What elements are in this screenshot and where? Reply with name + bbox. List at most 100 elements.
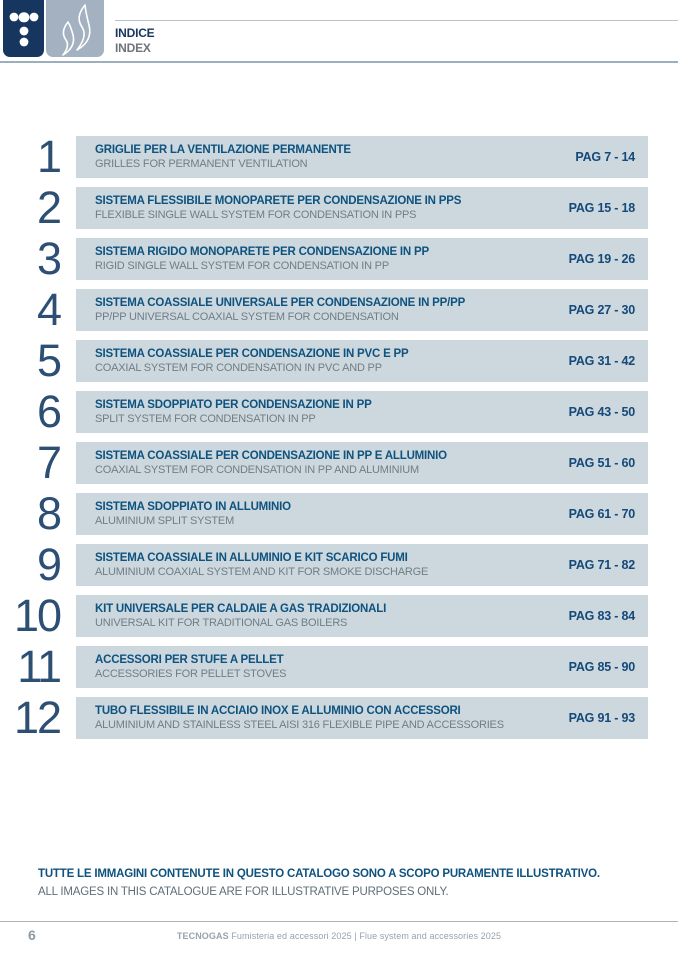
entry-page-range: PAG 19 - 26: [568, 252, 636, 266]
entry-titles: TUBO FLESSIBILE IN ACCIAIO INOX E ALLUMI…: [76, 704, 569, 732]
entry-titles: SISTEMA COASSIALE PER CONDENSAZIONE IN P…: [76, 347, 569, 375]
entry-title-italian: SISTEMA COASSIALE IN ALLUMINIO E KIT SCA…: [95, 552, 408, 564]
entry-title-english: RIGID SINGLE WALL SYSTEM FOR CONDENSATIO…: [95, 260, 389, 272]
index-entry[interactable]: SISTEMA SDOPPIATO PER CONDENSAZIONE IN P…: [76, 391, 648, 433]
entry-title-italian: GRIGLIE PER LA VENTILAZIONE PERMANENTE: [95, 144, 351, 156]
index-row: 8 SISTEMA SDOPPIATO IN ALLUMINIO ALUMINI…: [0, 488, 678, 539]
disclaimer: TUTTE LE IMMAGINI CONTENUTE IN QUESTO CA…: [38, 866, 600, 900]
entry-title-italian: SISTEMA RIGIDO MONOPARETE PER CONDENSAZI…: [95, 246, 429, 258]
chapter-number: 12: [13, 692, 62, 743]
index-entry[interactable]: SISTEMA FLESSIBILE MONOPARETE PER CONDEN…: [76, 187, 648, 229]
index-entry[interactable]: TUBO FLESSIBILE IN ACCIAIO INOX E ALLUMI…: [76, 697, 648, 739]
index-entry[interactable]: SISTEMA COASSIALE IN ALLUMINIO E KIT SCA…: [76, 544, 648, 586]
page-number: 6: [28, 927, 36, 943]
index-row: 2 SISTEMA FLESSIBILE MONOPARETE PER COND…: [0, 182, 678, 233]
entry-page-range: PAG 43 - 50: [568, 405, 636, 419]
index-row: 1 GRIGLIE PER LA VENTILAZIONE PERMANENTE…: [0, 131, 678, 182]
header-top-rule: [115, 20, 678, 21]
index-entry[interactable]: SISTEMA SDOPPIATO IN ALLUMINIO ALUMINIUM…: [76, 493, 648, 535]
index-row: 4 SISTEMA COASSIALE UNIVERSALE PER CONDE…: [0, 284, 678, 335]
chapter-number: 4: [36, 284, 62, 335]
entry-page-range: PAG 27 - 30: [568, 303, 636, 317]
entry-title-italian: SISTEMA COASSIALE PER CONDENSAZIONE IN P…: [95, 348, 409, 360]
footer-caption: TECNOGAS Fumisteria ed accessori 2025 | …: [0, 931, 678, 941]
index-entry[interactable]: SISTEMA RIGIDO MONOPARETE PER CONDENSAZI…: [76, 238, 648, 280]
entry-title-english: ALUMINIUM AND STAINLESS STEEL AISI 316 F…: [95, 719, 504, 731]
index-entry[interactable]: GRIGLIE PER LA VENTILAZIONE PERMANENTE G…: [76, 136, 648, 178]
index-row: 6 SISTEMA SDOPPIATO PER CONDENSAZIONE IN…: [0, 386, 678, 437]
index-row: 12 TUBO FLESSIBILE IN ACCIAIO INOX E ALL…: [0, 692, 678, 743]
index-list: 1 GRIGLIE PER LA VENTILAZIONE PERMANENTE…: [0, 131, 678, 748]
entry-title-english: ALUMINIUM COAXIAL SYSTEM AND KIT FOR SMO…: [95, 566, 429, 578]
entry-titles: SISTEMA COASSIALE UNIVERSALE PER CONDENS…: [76, 296, 569, 324]
header-divider: [0, 61, 678, 63]
chapter-number: 10: [13, 590, 62, 641]
chapter-number: 3: [36, 233, 62, 284]
index-row: 5 SISTEMA COASSIALE PER CONDENSAZIONE IN…: [0, 335, 678, 386]
entry-title-italian: ACCESSORI PER STUFE A PELLET: [95, 654, 284, 666]
entry-title-english: ALUMINIUM SPLIT SYSTEM: [95, 515, 235, 527]
chapter-number: 1: [36, 131, 62, 182]
entry-page-range: PAG 83 - 84: [568, 609, 636, 623]
page-title-italian: INDICE: [115, 26, 155, 40]
smoke-flue-icon: [46, 0, 104, 57]
chapter-number: 11: [17, 641, 62, 692]
index-row: 11 ACCESSORI PER STUFE A PELLET ACCESSOR…: [0, 641, 678, 692]
index-entry[interactable]: KIT UNIVERSALE PER CALDAIE A GAS TRADIZI…: [76, 595, 648, 637]
entry-titles: GRIGLIE PER LA VENTILAZIONE PERMANENTE G…: [76, 143, 575, 171]
entry-title-english: COAXIAL SYSTEM FOR CONDENSATION IN PVC A…: [95, 362, 382, 374]
entry-page-range: PAG 31 - 42: [568, 354, 636, 368]
index-entry[interactable]: SISTEMA COASSIALE PER CONDENSAZIONE IN P…: [76, 340, 648, 382]
chapter-number: 7: [36, 437, 62, 488]
index-entry[interactable]: ACCESSORI PER STUFE A PELLET ACCESSORIES…: [76, 646, 648, 688]
entry-title-english: SPLIT SYSTEM FOR CONDENSATION IN PP: [95, 413, 316, 425]
flue-logo: [46, 0, 104, 57]
chapter-number: 2: [36, 182, 62, 233]
index-row: 3 SISTEMA RIGIDO MONOPARETE PER CONDENSA…: [0, 233, 678, 284]
disclaimer-italian: TUTTE LE IMMAGINI CONTENUTE IN QUESTO CA…: [38, 868, 600, 880]
index-row: 10 KIT UNIVERSALE PER CALDAIE A GAS TRAD…: [0, 590, 678, 641]
entry-titles: SISTEMA COASSIALE IN ALLUMINIO E KIT SCA…: [76, 551, 569, 579]
entry-title-italian: TUBO FLESSIBILE IN ACCIAIO INOX E ALLUMI…: [95, 705, 461, 717]
footer-text: Fumisteria ed accessori 2025 | Flue syst…: [228, 931, 502, 941]
tecnogas-dot-t-icon: [3, 0, 44, 57]
entry-titles: SISTEMA FLESSIBILE MONOPARETE PER CONDEN…: [76, 194, 569, 222]
entry-titles: KIT UNIVERSALE PER CALDAIE A GAS TRADIZI…: [76, 602, 569, 630]
index-row: 9 SISTEMA COASSIALE IN ALLUMINIO E KIT S…: [0, 542, 678, 587]
entry-title-english: PP/PP UNIVERSAL COAXIAL SYSTEM FOR CONDE…: [95, 311, 399, 323]
entry-title-italian: SISTEMA COASSIALE PER CONDENSAZIONE IN P…: [95, 450, 447, 462]
entry-title-english: COAXIAL SYSTEM FOR CONDENSATION IN PP AN…: [95, 464, 419, 476]
entry-title-italian: SISTEMA SDOPPIATO PER CONDENSAZIONE IN P…: [95, 399, 372, 411]
tecnogas-logo: [3, 0, 44, 57]
entry-titles: ACCESSORI PER STUFE A PELLET ACCESSORIES…: [76, 653, 569, 681]
entry-titles: SISTEMA SDOPPIATO PER CONDENSAZIONE IN P…: [76, 398, 569, 426]
entry-title-italian: SISTEMA COASSIALE UNIVERSALE PER CONDENS…: [95, 297, 466, 309]
chapter-number: 6: [36, 386, 62, 437]
entry-title-english: UNIVERSAL KIT FOR TRADITIONAL GAS BOILER…: [95, 617, 348, 629]
disclaimer-english: ALL IMAGES IN THIS CATALOGUE ARE FOR ILL…: [38, 886, 449, 898]
entry-page-range: PAG 51 - 60: [568, 456, 636, 470]
footer-divider: [0, 921, 678, 922]
entry-page-range: PAG 71 - 82: [568, 558, 636, 572]
entry-page-range: PAG 85 - 90: [568, 660, 636, 674]
entry-page-range: PAG 7 - 14: [575, 150, 635, 164]
entry-page-range: PAG 61 - 70: [568, 507, 636, 521]
entry-title-italian: SISTEMA SDOPPIATO IN ALLUMINIO: [95, 501, 291, 513]
chapter-number: 8: [36, 488, 62, 539]
index-row: 7 SISTEMA COASSIALE PER CONDENSAZIONE IN…: [0, 437, 678, 488]
entry-page-range: PAG 15 - 18: [568, 201, 636, 215]
entry-title-italian: KIT UNIVERSALE PER CALDAIE A GAS TRADIZI…: [95, 603, 387, 615]
entry-title-italian: SISTEMA FLESSIBILE MONOPARETE PER CONDEN…: [95, 195, 462, 207]
entry-title-english: FLEXIBLE SINGLE WALL SYSTEM FOR CONDENSA…: [95, 209, 417, 221]
footer-brand: TECNOGAS: [176, 931, 229, 941]
entry-page-range: PAG 91 - 93: [568, 711, 636, 725]
index-entry[interactable]: SISTEMA COASSIALE PER CONDENSAZIONE IN P…: [76, 442, 648, 484]
index-entry[interactable]: SISTEMA COASSIALE UNIVERSALE PER CONDENS…: [76, 289, 648, 331]
entry-titles: SISTEMA SDOPPIATO IN ALLUMINIO ALUMINIUM…: [76, 500, 569, 528]
chapter-number: 5: [36, 335, 62, 386]
entry-title-english: ACCESSORIES FOR PELLET STOVES: [95, 668, 287, 680]
entry-title-english: GRILLES FOR PERMANENT VENTILATION: [95, 158, 308, 170]
page-title-english: INDEX: [115, 41, 151, 55]
entry-titles: SISTEMA COASSIALE PER CONDENSAZIONE IN P…: [76, 449, 569, 477]
